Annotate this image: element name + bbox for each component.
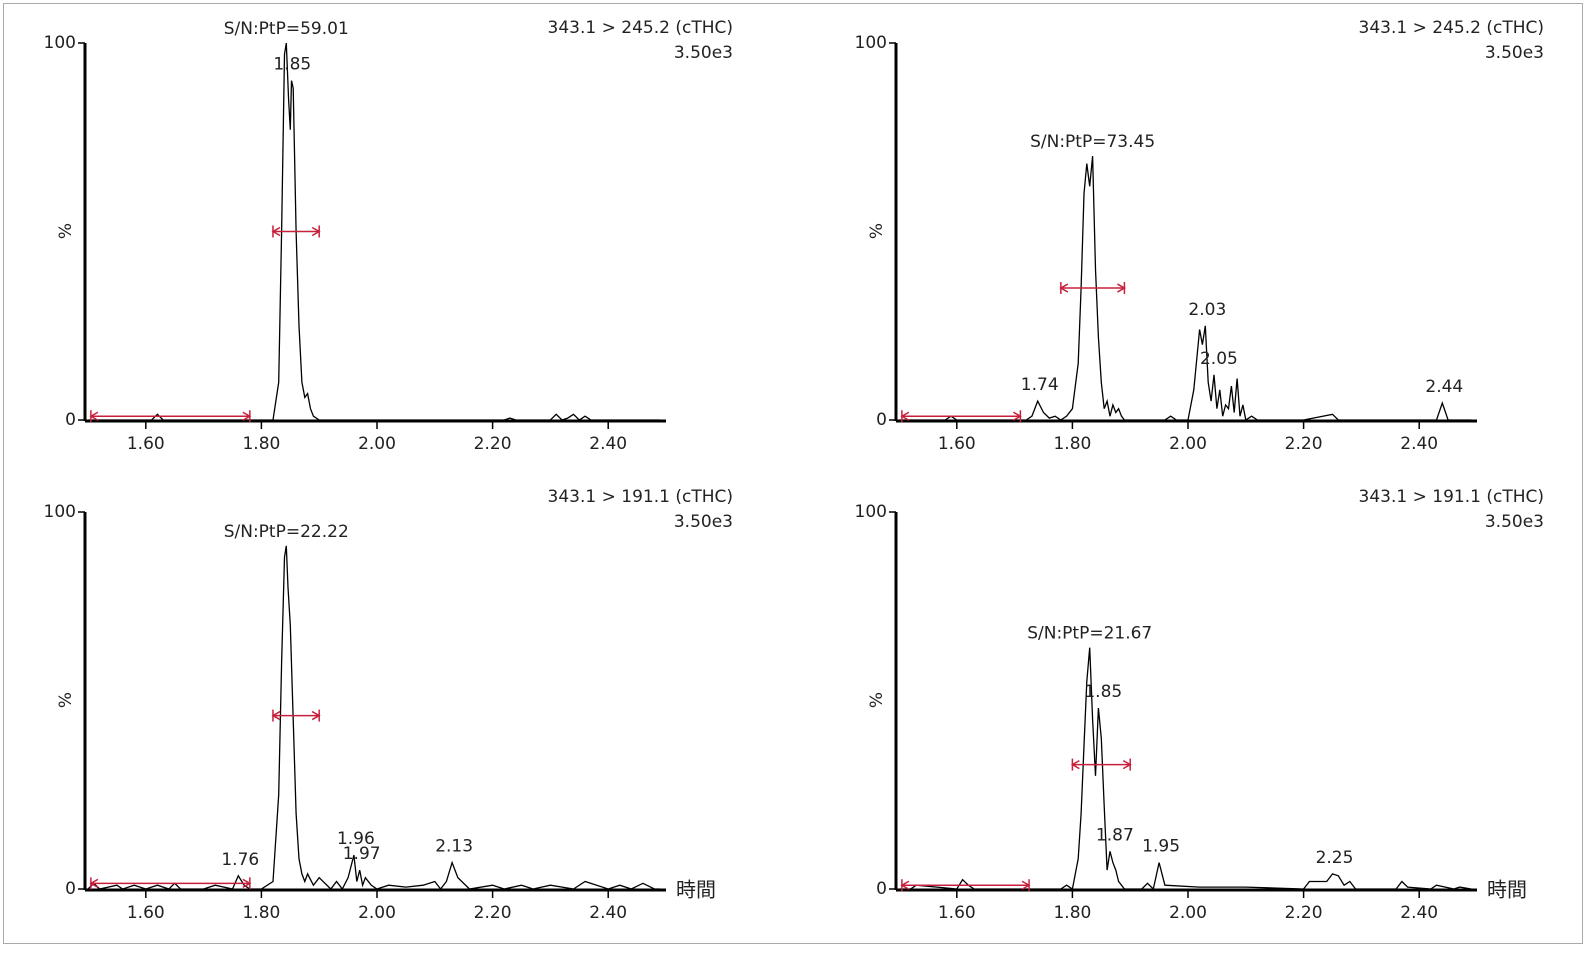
range-arrow [271,226,281,237]
peak-label: 1.85 [273,55,311,75]
y-tick-label: 100 [855,33,887,53]
y-tick-label: 0 [876,410,887,430]
trace-title: 343.1 > 191.1 (cTHC) [548,487,733,507]
range-arrow [1117,283,1126,293]
trace-title: 343.1 > 245.2 (cTHC) [548,18,733,38]
x-tick-label: 1.60 [127,434,165,454]
peak-label: 1.96 [337,829,375,849]
range-arrow [1013,411,1022,421]
x-tick-label: 1.60 [127,903,165,923]
x-tick-label: 2.40 [1400,434,1438,454]
x-tick-label: 2.20 [474,903,512,923]
x-tick-label: 2.40 [589,903,627,923]
range-arrow [271,710,281,721]
y-tick-label: 100 [855,502,887,522]
range-arrow [311,710,321,721]
trace-scale: 3.50e3 [674,43,733,63]
peak-label: 1.85 [1084,682,1122,702]
annotation: S/N:PtP=21.67 [1027,624,1152,644]
trace-title: 343.1 > 191.1 (cTHC) [1359,487,1544,507]
peak-label: 2.03 [1188,300,1226,320]
x-tick-label: 2.00 [358,434,396,454]
x-tick-label: 2.00 [1169,434,1207,454]
range-arrow [1070,759,1080,770]
x-tick-label: 1.80 [242,903,280,923]
annotation: S/N:PtP=73.45 [1030,132,1155,152]
range-arrow [900,880,910,890]
x-tick-label: 1.80 [242,434,280,454]
range-arrow [1059,283,1069,293]
x-tick-label: 2.20 [1285,434,1323,454]
trace [87,545,661,891]
range-arrow [242,411,252,421]
peak-label: 1.97 [343,844,381,864]
annotation: S/N:PtP=22.22 [224,522,349,542]
y-tick-label: 100 [44,33,76,53]
y-tick-label: 100 [44,502,76,522]
trace-scale: 3.50e3 [1485,43,1544,63]
trace-title: 343.1 > 245.2 (cTHC) [1359,18,1544,38]
peak-label: 1.74 [1021,375,1059,395]
y-axis-label: % [56,692,76,708]
annotation: S/N:PtP=59.01 [224,19,349,39]
x-tick-label: 2.20 [1285,903,1323,923]
x-tick-label: 1.60 [938,903,976,923]
y-tick-label: 0 [876,879,887,899]
frame [3,3,1583,944]
x-tick-label: 2.40 [589,434,627,454]
y-axis-label: % [867,223,887,239]
trace [899,647,1472,891]
x-tick-label: 2.40 [1400,903,1438,923]
trace-scale: 3.50e3 [674,512,733,532]
y-tick-label: 0 [65,410,76,430]
trace [88,42,661,421]
range-arrow [242,878,252,888]
peak-label: 1.95 [1142,837,1180,857]
x-tick-label: 1.80 [1053,434,1091,454]
y-axis-label: % [56,223,76,239]
peak-label: 2.25 [1316,848,1354,868]
y-tick-label: 0 [65,879,76,899]
x-tick-label: 2.20 [474,434,512,454]
trace [899,156,1472,422]
range-arrow [89,878,99,888]
x-tick-label: 2.00 [358,903,396,923]
y-axis-label: % [867,692,887,708]
peak-label: 2.44 [1425,377,1463,397]
x-tick-label: 1.60 [938,434,976,454]
x-tick-label: 2.00 [1169,903,1207,923]
x-axis-label: 時間 [1487,878,1527,902]
x-tick-label: 1.80 [1053,903,1091,923]
range-arrow [311,226,321,237]
x-axis-label: 時間 [676,878,716,902]
peak-label: 2.13 [435,837,473,857]
peak-label: 1.87 [1096,825,1134,845]
trace-scale: 3.50e3 [1485,512,1544,532]
peak-label: 1.76 [221,850,259,870]
range-arrow [1021,880,1031,890]
range-arrow [89,411,99,421]
range-arrow [1122,759,1132,770]
peak-label: 2.05 [1200,349,1238,369]
range-arrow [900,411,910,421]
